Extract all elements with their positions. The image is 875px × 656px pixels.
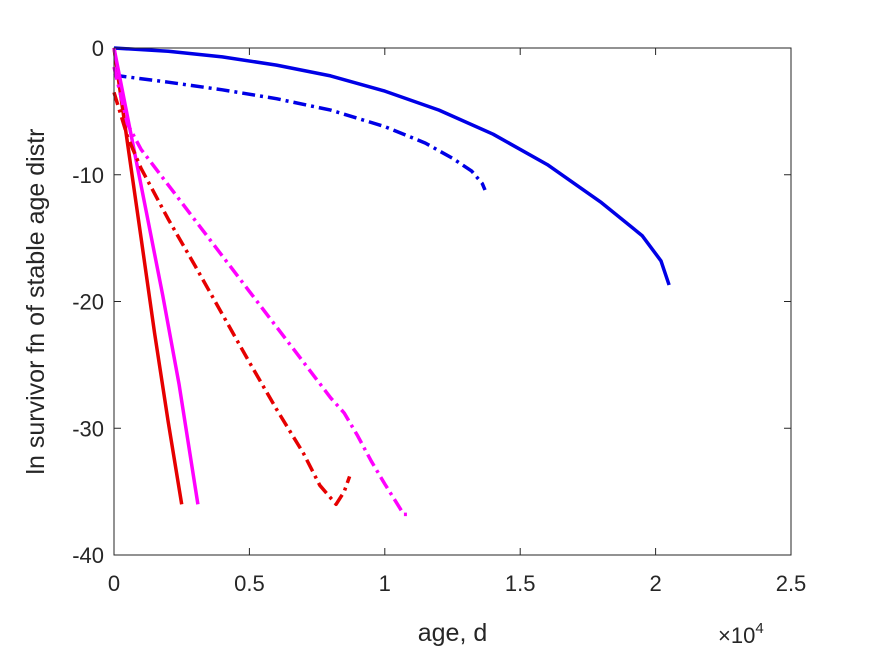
series-line-4: [112, 47, 200, 505]
series-line-5: [112, 91, 352, 507]
plot-area-frame: [113, 47, 792, 556]
x-axis-multiplier-exponent: 4: [755, 620, 763, 637]
series-line-1: [113, 46, 671, 286]
y-tick-label: 0: [92, 36, 104, 61]
y-tick-label: -10: [72, 163, 104, 188]
y-axis-label: ln survivor fn of stable age distr: [22, 129, 50, 475]
series-line-2: [113, 71, 487, 191]
y-tick-label: -20: [72, 290, 104, 315]
series-line-3: [112, 47, 184, 505]
x-tick-label: 0: [108, 571, 120, 596]
x-tick-label: 1: [379, 571, 391, 596]
x-tick-label: 2.5: [776, 571, 807, 596]
x-axis-multiplier: ×104: [718, 620, 764, 648]
x-tick-label: 2: [649, 571, 661, 596]
series-line-6: [112, 66, 412, 517]
y-tick-label: -30: [72, 416, 104, 441]
x-tick-label: 0.5: [234, 571, 265, 596]
x-tick-label: 1.5: [505, 571, 536, 596]
ticks-layer: 0 0.5 1 1.5 2 2.5 -40 -30 -20 -10 0: [72, 36, 806, 596]
x-axis-label: age, d: [418, 619, 488, 647]
series-layer: [112, 46, 671, 517]
x-axis-multiplier-base: ×10: [718, 623, 755, 648]
y-tick-label: -40: [72, 543, 104, 568]
